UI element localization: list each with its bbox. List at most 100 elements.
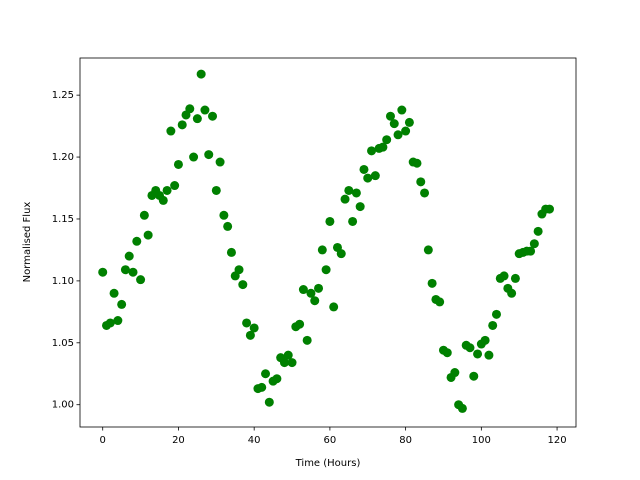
point [317, 245, 327, 255]
x-tick-label: 40 [248, 435, 261, 446]
point [420, 188, 430, 198]
point [355, 202, 365, 212]
point [427, 278, 437, 288]
point [491, 309, 501, 319]
point [208, 111, 218, 121]
point [336, 249, 346, 259]
point [412, 158, 422, 168]
point [234, 265, 244, 275]
x-tick-label: 80 [399, 435, 412, 446]
point [310, 296, 320, 306]
point [370, 171, 380, 181]
point [242, 318, 252, 328]
point [533, 226, 543, 236]
point [143, 230, 153, 240]
y-axis-label: Normalised Flux [22, 202, 33, 283]
point [105, 318, 115, 328]
point [223, 221, 233, 231]
point [139, 210, 149, 220]
point [510, 273, 520, 283]
point [416, 177, 426, 187]
y-tick-label: 1.10 [52, 276, 74, 287]
point [192, 114, 202, 124]
point [385, 111, 395, 121]
point [484, 350, 494, 360]
point [393, 130, 403, 140]
point [132, 236, 142, 246]
point [136, 275, 146, 285]
point [173, 159, 183, 169]
point [166, 126, 176, 136]
point [382, 135, 392, 145]
point [465, 343, 475, 353]
y-tick-label: 1.15 [52, 214, 74, 225]
point [442, 348, 452, 358]
point [450, 368, 460, 378]
x-tick-label: 20 [172, 435, 185, 446]
y-tick-label: 1.20 [52, 152, 74, 163]
x-tick-label: 60 [324, 435, 337, 446]
point [272, 374, 282, 384]
point [329, 302, 339, 312]
x-tick-label: 100 [472, 435, 491, 446]
point [109, 288, 119, 298]
plot-frame [79, 57, 577, 428]
point [204, 150, 214, 160]
point [404, 117, 414, 127]
point [302, 335, 312, 345]
point [378, 142, 388, 152]
x-tick-label: 120 [548, 435, 567, 446]
point [363, 173, 373, 183]
point [98, 267, 108, 277]
point [325, 216, 335, 226]
point [473, 349, 483, 359]
point [162, 185, 172, 195]
point [219, 210, 229, 220]
point [351, 188, 361, 198]
point [298, 285, 308, 295]
point [196, 69, 206, 79]
y-tick-label: 1.00 [52, 400, 74, 411]
y-tick-label: 1.25 [52, 90, 74, 101]
point [287, 358, 297, 368]
point [120, 265, 130, 275]
point [117, 299, 127, 309]
point [177, 120, 187, 130]
point [423, 245, 433, 255]
point [435, 297, 445, 307]
point [283, 350, 293, 360]
point [124, 251, 134, 261]
y-tick-label: 1.05 [52, 338, 74, 349]
point [170, 181, 180, 191]
point [261, 369, 271, 379]
point [397, 105, 407, 115]
point [226, 247, 236, 257]
point [314, 283, 324, 293]
point [499, 271, 509, 281]
x-axis-label: Time (Hours) [295, 458, 361, 469]
point [185, 104, 195, 114]
point [306, 288, 316, 298]
point [544, 204, 554, 214]
point [245, 330, 255, 340]
point [389, 119, 399, 129]
point [295, 319, 305, 329]
point [469, 371, 479, 381]
point [321, 265, 331, 275]
point [344, 185, 354, 195]
point [257, 382, 267, 392]
point [189, 152, 199, 162]
x-tick-label: 0 [100, 435, 106, 446]
point [211, 185, 221, 195]
point [367, 146, 377, 156]
point [507, 288, 517, 298]
point [348, 216, 358, 226]
point [488, 320, 498, 330]
point [279, 358, 289, 368]
point [215, 157, 225, 167]
point [526, 246, 536, 256]
point [158, 195, 168, 205]
point [340, 194, 350, 204]
